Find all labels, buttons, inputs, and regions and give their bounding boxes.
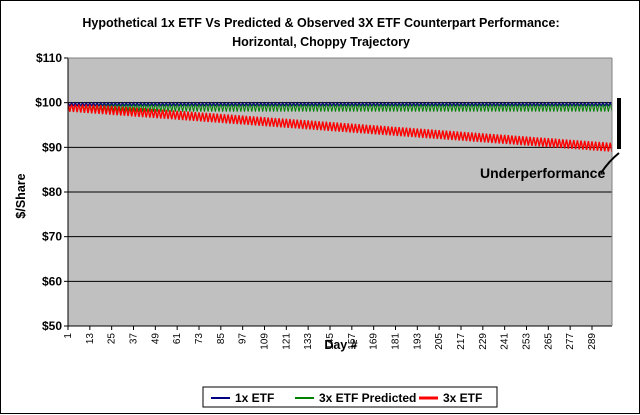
x-tick-label: 157	[347, 333, 358, 350]
legend: 1x ETF 3x ETF Predicted 3x ETF	[211, 391, 482, 405]
x-tick-label: 277	[565, 333, 576, 350]
x-tick-label: 217	[456, 333, 467, 350]
x-tick-label: 289	[587, 333, 598, 350]
legend-label: 1x ETF	[235, 391, 274, 405]
legend-label: 3x ETF Predicted	[319, 391, 416, 405]
x-tick-label: 241	[500, 333, 511, 350]
series-line-0	[67, 101, 613, 107]
x-tick-label: 25	[107, 333, 118, 345]
x-tick-label: 13	[85, 333, 96, 345]
y-axis-ticks: $50 $60 $70 $80 $90 $100 $110	[35, 51, 68, 333]
y-tick-label: $60	[42, 274, 62, 288]
underperformance-annotation: Underperformance	[480, 98, 621, 181]
x-tick-label: 193	[412, 333, 423, 350]
x-tick-label: 205	[434, 333, 445, 350]
x-tick-label: 61	[172, 333, 183, 345]
y-tick-label: $80	[42, 185, 62, 199]
x-tick-label: 121	[281, 333, 292, 350]
y-tick-label: $50	[42, 319, 62, 333]
x-tick-label: 181	[390, 333, 401, 350]
x-tick-label: 169	[369, 333, 380, 350]
chart-title-line1: Hypothetical 1x ETF Vs Predicted & Obser…	[82, 16, 559, 30]
x-axis-ticks: 1 13 25 37 49 61 73 85 97 109 121 133 145 157 169 181 19…	[63, 326, 598, 350]
x-tick-label: 73	[194, 333, 205, 345]
x-tick-label: 133	[303, 333, 314, 350]
x-tick-label: 1	[63, 333, 74, 339]
x-tick-label: 49	[150, 333, 161, 345]
axis-lines	[67, 57, 613, 327]
x-tick-label: 37	[128, 333, 139, 345]
x-tick-label: 97	[238, 333, 249, 345]
y-tick-label: $70	[42, 230, 62, 244]
y-tick-label: $110	[36, 51, 62, 65]
x-tick-label: 265	[543, 333, 554, 350]
x-tick-label: 85	[216, 333, 227, 345]
x-tick-label: 253	[521, 333, 532, 350]
series-layer	[67, 101, 613, 152]
y-tick-label: $90	[42, 140, 62, 154]
chart-title-line2: Horizontal, Choppy Trajectory	[232, 35, 410, 49]
series-line-2	[67, 102, 613, 152]
x-tick-label: 109	[259, 333, 270, 350]
x-axis-title: Day #	[324, 338, 357, 352]
legend-label: 3x ETF	[443, 391, 482, 405]
y-tick-label: $100	[35, 96, 62, 110]
x-tick-label: 145	[325, 333, 336, 350]
annotation-arrow	[600, 152, 620, 174]
legend-box	[202, 386, 498, 408]
y-axis-title: $/Share	[14, 173, 28, 218]
x-tick-label: 229	[478, 333, 489, 350]
annotation-label: Underperformance	[480, 165, 605, 181]
